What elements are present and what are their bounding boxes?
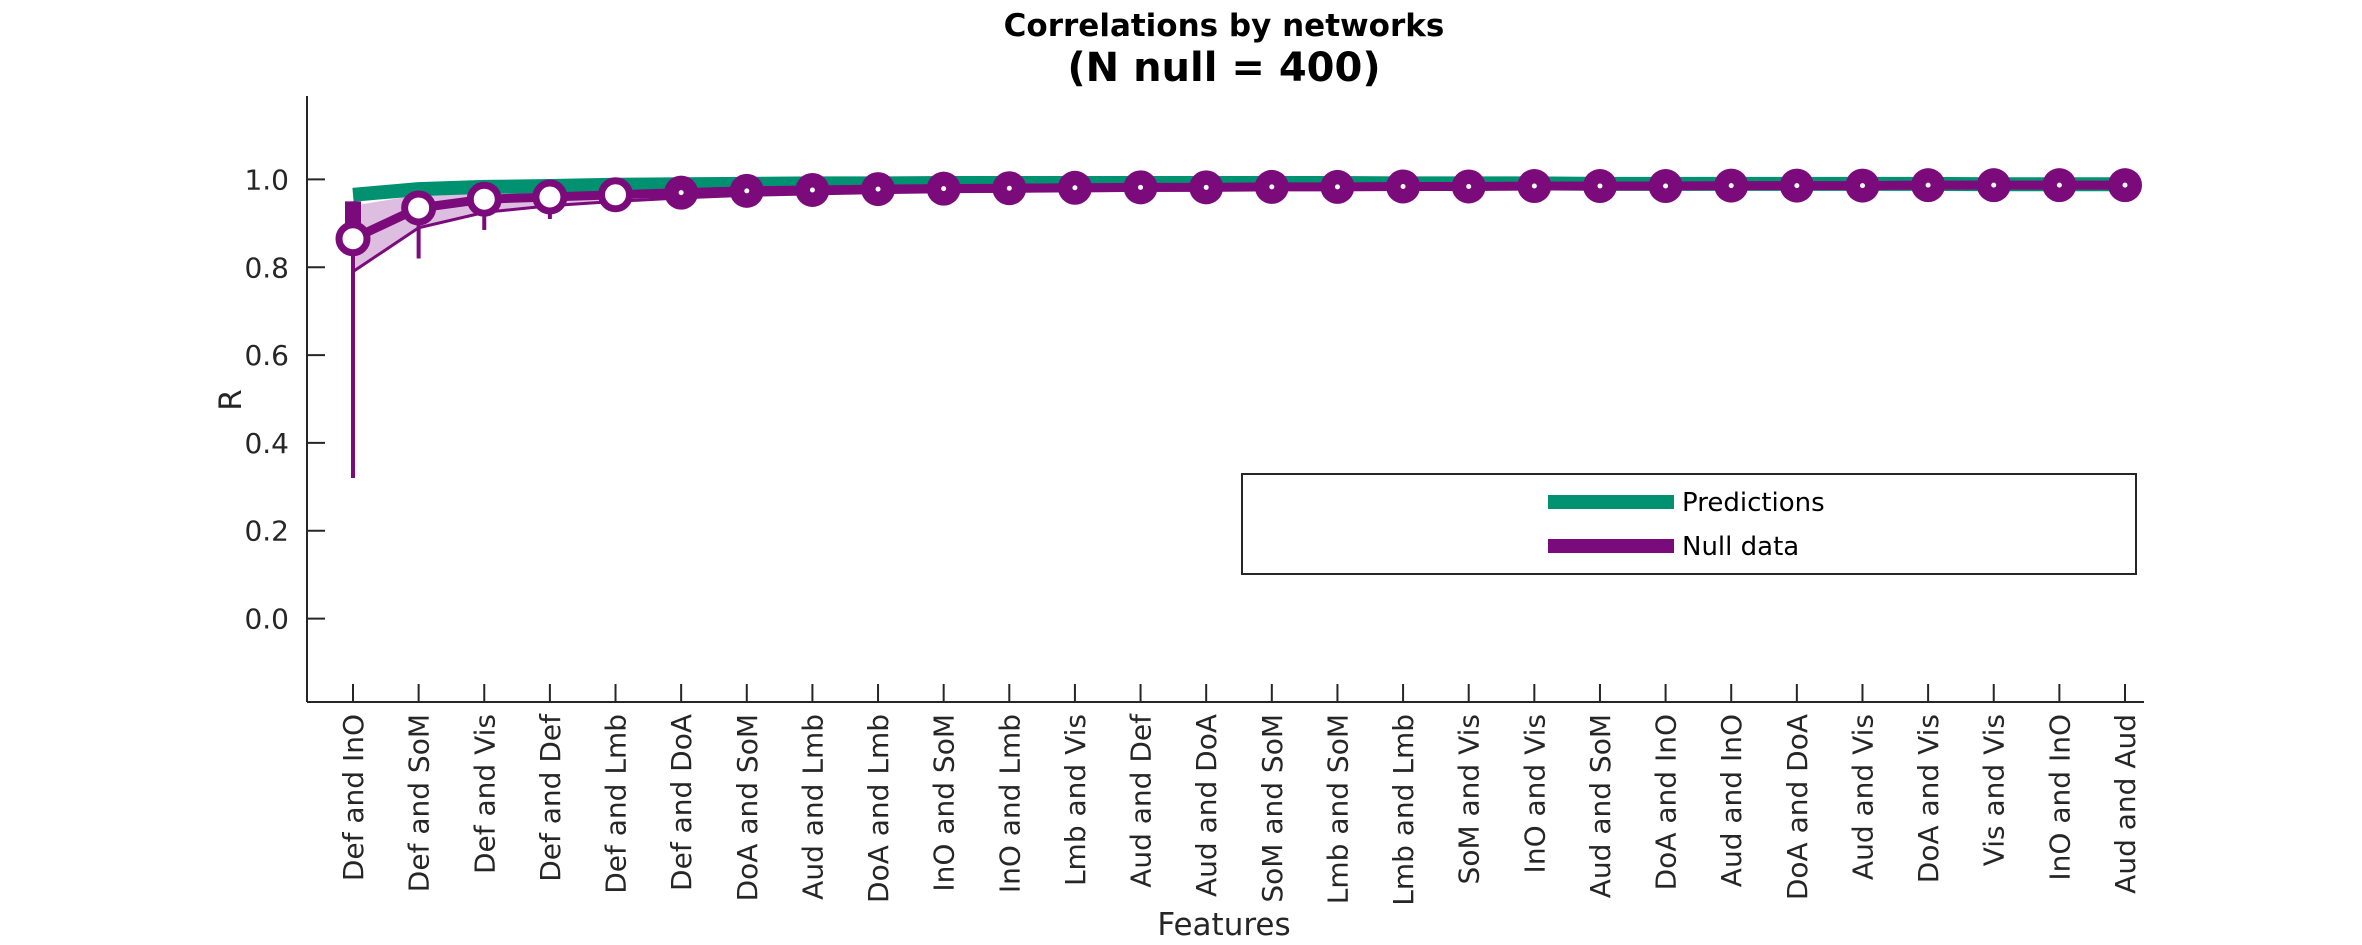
x-tick-label: SoM and Vis bbox=[1453, 714, 1486, 884]
prediction-point bbox=[678, 190, 684, 196]
prediction-point bbox=[1006, 185, 1012, 191]
prediction-point bbox=[1138, 184, 1144, 190]
prediction-point bbox=[875, 186, 881, 192]
x-tick-label: Vis and Vis bbox=[1978, 714, 2011, 866]
prediction-point bbox=[613, 192, 619, 198]
prediction-point bbox=[2122, 182, 2128, 188]
prediction-point bbox=[1531, 183, 1537, 189]
x-tick-label: DoA and DoA bbox=[1781, 714, 1814, 900]
axes: 0.0 0.2 0.4 0.6 0.8 1.0 Def and InO Def and SoM… bbox=[244, 96, 2144, 906]
x-tick-label: Def and SoM bbox=[403, 714, 436, 892]
x-tick-label: Def and DoA bbox=[665, 714, 698, 891]
x-tick-label: Def and Vis bbox=[468, 714, 501, 874]
null-data-line bbox=[351, 180, 2125, 243]
x-tick-label: SoM and SoM bbox=[1256, 714, 1289, 903]
prediction-point bbox=[941, 186, 947, 192]
prediction-point bbox=[1597, 183, 1603, 189]
prediction-point bbox=[1991, 182, 1997, 188]
prediction-point bbox=[1728, 183, 1734, 189]
x-tick-label: Def and Def bbox=[534, 713, 567, 882]
prediction-point bbox=[1859, 183, 1865, 189]
x-tick-label: Lmb and Lmb bbox=[1387, 714, 1420, 906]
prediction-point bbox=[1466, 183, 1472, 189]
chart-subtitle: (N null = 400) bbox=[1067, 45, 1380, 91]
x-tick-label: InO and Lmb bbox=[993, 714, 1026, 893]
y-axis-label: R bbox=[213, 389, 249, 411]
x-tick-label: Aud and Def bbox=[1125, 713, 1158, 888]
y-tick-label: 0.8 bbox=[244, 251, 289, 284]
x-tick-label: DoA and Vis bbox=[1912, 714, 1945, 883]
prediction-point bbox=[1269, 184, 1275, 190]
legend-null-label: Null data bbox=[1682, 532, 1799, 562]
x-tick-label: Def and Lmb bbox=[600, 714, 633, 894]
x-tick-label: Aud and Lmb bbox=[796, 714, 829, 900]
prediction-point bbox=[1334, 184, 1340, 190]
prediction-point bbox=[1663, 183, 1669, 189]
prediction-point bbox=[547, 194, 553, 200]
x-tick-label: Aud and SoM bbox=[1584, 714, 1617, 898]
prediction-point bbox=[1203, 184, 1209, 190]
x-tick-label: InO and InO bbox=[2043, 714, 2076, 881]
prediction-point bbox=[809, 187, 815, 193]
x-tick-label: Aud and DoA bbox=[1190, 714, 1223, 897]
x-tick-label: Lmb and SoM bbox=[1321, 714, 1354, 904]
prediction-point bbox=[2056, 182, 2062, 188]
x-tick-label: DoA and InO bbox=[1650, 714, 1683, 890]
y-tick-label: 0.2 bbox=[244, 515, 289, 548]
plot-area bbox=[335, 168, 2142, 479]
prediction-point bbox=[416, 205, 422, 211]
prediction-point bbox=[350, 236, 356, 242]
x-tick-label: InO and Vis bbox=[1518, 714, 1551, 873]
legend: Predictions Null data bbox=[1241, 473, 2137, 575]
prediction-point bbox=[1400, 183, 1406, 189]
y-tick-label: 0.4 bbox=[244, 427, 289, 460]
x-tick-label: Lmb and Vis bbox=[1059, 714, 1092, 886]
x-tick-label: Aud and Vis bbox=[1846, 714, 1879, 880]
x-tick-label: DoA and Lmb bbox=[862, 714, 895, 903]
prediction-point bbox=[744, 188, 750, 194]
y-tick-label: 0.6 bbox=[244, 339, 289, 372]
x-axis-label: Features bbox=[1157, 907, 1290, 943]
chart-title: Correlations by networks bbox=[1004, 8, 1445, 44]
y-tick-label: 0.0 bbox=[244, 603, 289, 636]
prediction-point bbox=[1925, 182, 1931, 188]
x-tick-label: Aud and Aud bbox=[2109, 714, 2142, 894]
prediction-point bbox=[1794, 183, 1800, 189]
prediction-point bbox=[1072, 185, 1078, 191]
x-tick-label: Aud and InO bbox=[1715, 714, 1748, 887]
y-tick-label: 1.0 bbox=[244, 163, 289, 196]
legend-box bbox=[1241, 473, 2137, 575]
prediction-point bbox=[481, 196, 487, 202]
x-tick-label: DoA and SoM bbox=[731, 714, 764, 901]
legend-predictions-label: Predictions bbox=[1682, 488, 1825, 518]
x-tick-label: InO and SoM bbox=[928, 714, 961, 892]
x-tick-label: Def and InO bbox=[337, 714, 370, 881]
